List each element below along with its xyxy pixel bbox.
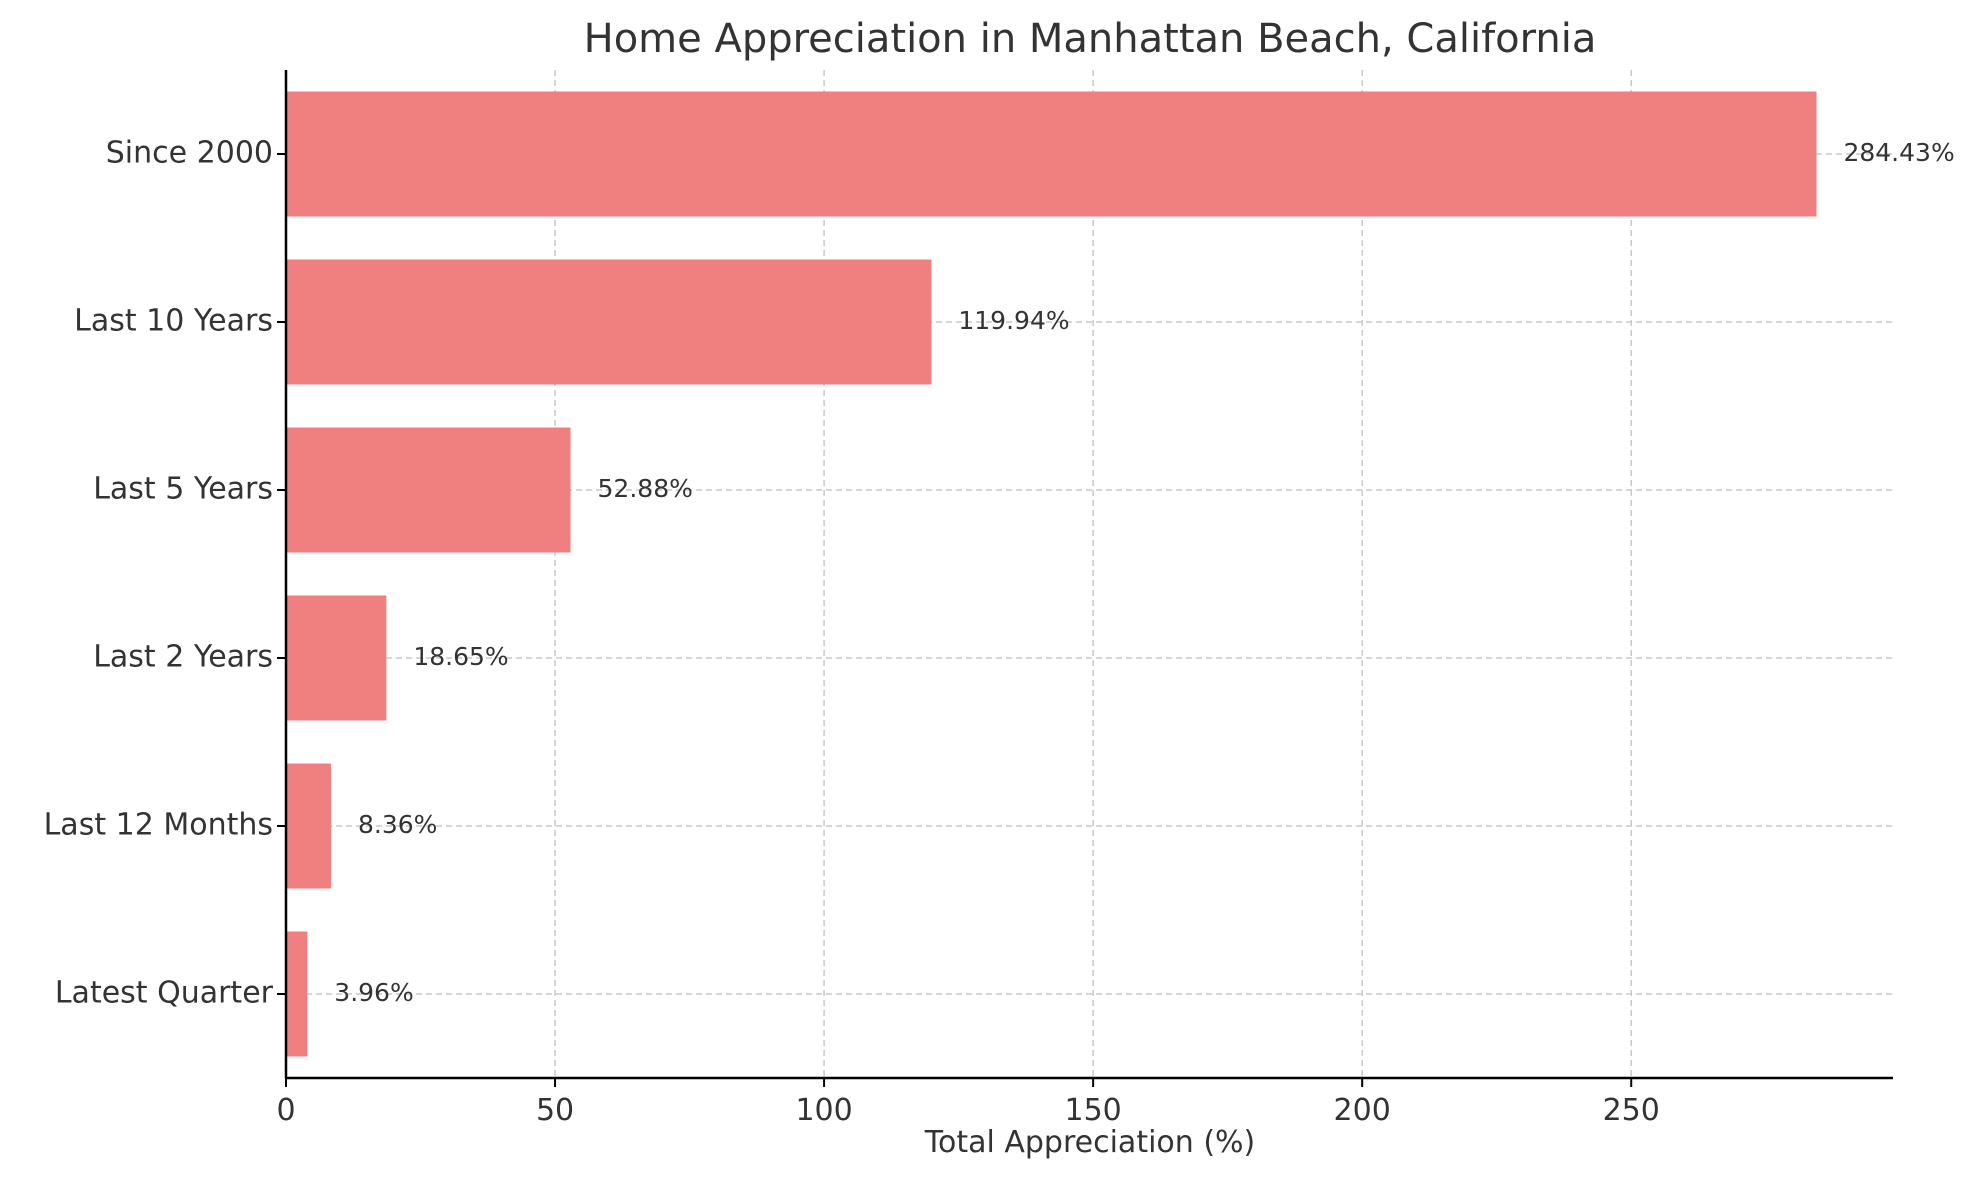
y-tick-label: Since 2000 xyxy=(106,136,273,171)
axes xyxy=(284,70,1893,1080)
y-tick-label: Last 2 Years xyxy=(93,640,273,675)
x-tick-labels: 0 50 100 150 200 250 xyxy=(276,1078,1660,1128)
x-tick-label: 200 xyxy=(1334,1093,1391,1128)
x-axis-label: Total Appreciation (%) xyxy=(924,1125,1255,1160)
value-labels: 284.43% 119.94% 52.88% 18.65% 8.36% 3.96% xyxy=(334,138,1954,1007)
bar xyxy=(286,427,571,553)
y-tick-label: Last 12 Months xyxy=(44,808,273,843)
bar-value-label: 52.88% xyxy=(598,474,693,503)
bar-value-label: 284.43% xyxy=(1843,138,1954,167)
bar xyxy=(286,259,932,385)
x-tick-label: 100 xyxy=(795,1093,852,1128)
bar xyxy=(286,91,1817,217)
bar-value-label: 8.36% xyxy=(358,810,437,839)
bar-value-label: 18.65% xyxy=(413,642,508,671)
y-tick-labels: Since 2000 Last 10 Years Last 5 Years Last … xyxy=(44,136,286,1011)
bar xyxy=(286,931,308,1057)
bars xyxy=(286,91,1817,1057)
y-tick-label: Last 10 Years xyxy=(74,304,273,339)
y-tick-label: Last 5 Years xyxy=(93,472,273,507)
bar xyxy=(286,595,387,721)
x-tick-label: 150 xyxy=(1064,1093,1121,1128)
x-tick-label: 0 xyxy=(276,1093,295,1128)
y-tick-label: Latest Quarter xyxy=(55,976,274,1011)
bar-value-label: 3.96% xyxy=(334,978,413,1007)
bar xyxy=(286,763,331,889)
chart-title: Home Appreciation in Manhattan Beach, Ca… xyxy=(584,16,1597,62)
grid-lines xyxy=(286,70,1893,1078)
x-tick-label: 250 xyxy=(1603,1093,1660,1128)
bar-value-label: 119.94% xyxy=(958,306,1069,335)
x-tick-label: 50 xyxy=(536,1093,574,1128)
